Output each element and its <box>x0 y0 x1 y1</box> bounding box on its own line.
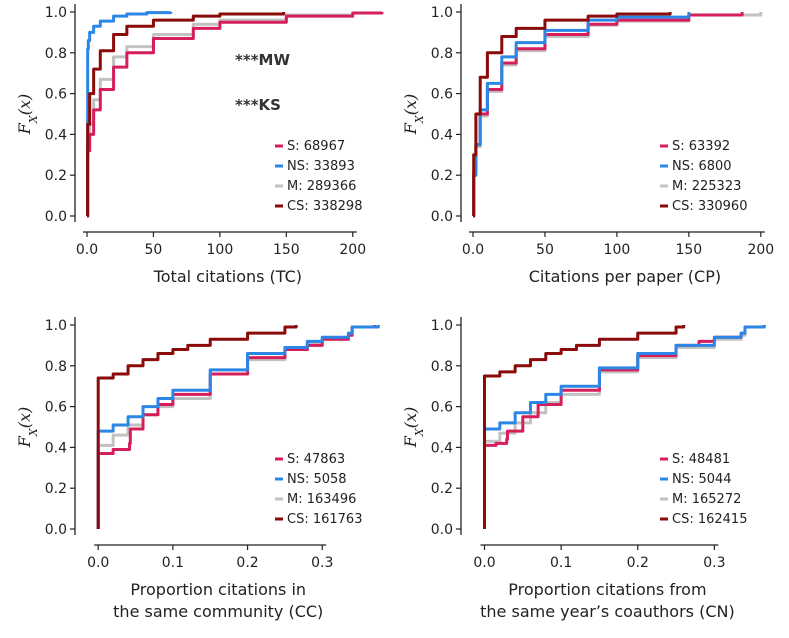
legend-label-ns: NS: 33893 <box>287 159 355 174</box>
series-line-cs <box>86 12 286 218</box>
x-axis-title: the same community (CC) <box>113 602 323 621</box>
significance-annotation: ***MW <box>235 51 290 69</box>
legend-label-ns: NS: 5044 <box>672 472 732 487</box>
y-tick-label: 0.8 <box>431 359 453 375</box>
x-tick-label: 0.3 <box>703 555 725 571</box>
series-line-ns <box>482 325 766 529</box>
y-axis-label-subscript: X <box>413 114 426 124</box>
legend-label-ns: NS: 6800 <box>672 159 732 174</box>
y-tick-label: 0.2 <box>45 168 67 184</box>
legend-label-s: S: 47863 <box>287 452 345 467</box>
x-tick-label: 150 <box>273 242 300 258</box>
series-line-s <box>86 11 384 218</box>
legend-label-cs: CS: 330960 <box>672 199 747 214</box>
y-axis-label-argument: (x) <box>401 407 420 429</box>
y-tick-label: 0.0 <box>431 522 453 538</box>
x-tick-label: 150 <box>675 242 702 258</box>
y-axis-label-argument: (x) <box>15 94 34 116</box>
y-tick-label: 0.0 <box>431 209 453 225</box>
y-tick-label: 0.4 <box>45 127 67 143</box>
y-tick-label: 0.2 <box>431 481 453 497</box>
x-tick-label: 200 <box>747 242 774 258</box>
series-line-ns <box>472 12 691 218</box>
chart-panel-2: 0.0 0.2 0.4 0.6 0.8 1.0 0.0 50 100 150 200 FX(x) Cit… <box>401 4 774 286</box>
x-tick-label: 0.1 <box>162 555 184 571</box>
y-tick-label: 0.8 <box>45 359 67 375</box>
y-axis-label: FX(x) <box>401 94 426 135</box>
y-tick-label: 1.0 <box>45 318 67 334</box>
x-tick-label: 100 <box>604 242 631 258</box>
x-tick-label: 0.0 <box>462 242 484 258</box>
series-line-ns <box>86 11 173 218</box>
x-tick-label: 0.2 <box>236 555 258 571</box>
y-tick-label: 0.8 <box>45 46 67 62</box>
y-axis-label-subscript: X <box>27 427 40 437</box>
y-axis-label-subscript: X <box>413 427 426 437</box>
y-tick-label: 0.4 <box>431 440 453 456</box>
x-tick-label: 100 <box>207 242 234 258</box>
x-axis-title: Proportion citations from <box>508 580 706 599</box>
x-tick-label: 50 <box>536 242 554 258</box>
y-axis-label-argument: (x) <box>15 407 34 429</box>
y-tick-label: 0.4 <box>45 440 67 456</box>
legend-label-s: S: 68967 <box>287 139 345 154</box>
chart-panel-4: 0.0 0.2 0.4 0.6 0.8 1.0 0.0 0.1 0.2 0.3 FX(x) Propo… <box>401 317 766 621</box>
legend-label-cs: CS: 162415 <box>672 512 747 527</box>
x-axis-title: the same year’s coauthors (CN) <box>480 602 735 621</box>
legend-label-m: M: 165272 <box>672 492 741 507</box>
legend-label-m: M: 289366 <box>287 179 356 194</box>
legend-label-m: M: 163496 <box>287 492 356 507</box>
x-tick-label: 0.2 <box>627 555 649 571</box>
chart-panel-1: 0.0 0.2 0.4 0.6 0.8 1.0 0.0 50 100 150 200 FX(x) Tot… <box>15 4 384 286</box>
x-tick-label: 0.0 <box>76 242 98 258</box>
legend-label-s: S: 48481 <box>672 452 730 467</box>
y-tick-label: 1.0 <box>431 5 453 21</box>
significance-annotation: ***KS <box>235 96 281 114</box>
y-tick-label: 0.0 <box>45 522 67 538</box>
series-line-cs <box>472 12 672 218</box>
x-tick-label: 50 <box>145 242 163 258</box>
x-axis-title: Proportion citations in <box>130 580 306 599</box>
y-axis-label: FX(x) <box>401 407 426 448</box>
y-tick-label: 0.2 <box>431 168 453 184</box>
y-tick-label: 0.0 <box>45 209 67 225</box>
x-axis-title: Citations per paper (CP) <box>529 267 721 286</box>
x-axis-title: Total citations (TC) <box>153 267 302 286</box>
y-axis-label: FX(x) <box>15 94 40 135</box>
y-axis-label-argument: (x) <box>401 94 420 116</box>
y-tick-label: 1.0 <box>45 5 67 21</box>
y-tick-label: 0.2 <box>45 481 67 497</box>
y-tick-label: 0.6 <box>45 87 67 103</box>
legend-label-ns: NS: 5058 <box>287 472 347 487</box>
series-line-ns <box>96 325 380 529</box>
y-tick-label: 0.8 <box>431 46 453 62</box>
y-tick-label: 0.6 <box>431 87 453 103</box>
legend-label-m: M: 225323 <box>672 179 741 194</box>
x-tick-label: 0.1 <box>550 555 572 571</box>
x-tick-label: 0.0 <box>87 555 109 571</box>
x-tick-label: 0.0 <box>473 555 495 571</box>
x-tick-label: 200 <box>339 242 366 258</box>
y-tick-label: 1.0 <box>431 318 453 334</box>
y-tick-label: 0.6 <box>45 400 67 416</box>
legend-label-cs: CS: 338298 <box>287 199 362 214</box>
x-tick-label: 0.3 <box>311 555 333 571</box>
y-tick-label: 0.6 <box>431 400 453 416</box>
y-axis-label: FX(x) <box>15 407 40 448</box>
series-line-cs <box>96 325 298 529</box>
y-tick-label: 0.4 <box>431 127 453 143</box>
legend-label-s: S: 63392 <box>672 139 730 154</box>
chart-panel-3: 0.0 0.2 0.4 0.6 0.8 1.0 0.0 0.1 0.2 0.3 FX(x) Propo… <box>15 317 380 621</box>
legend-label-cs: CS: 161763 <box>287 512 362 527</box>
y-axis-label-subscript: X <box>27 114 40 124</box>
series-line-cs <box>482 325 686 529</box>
